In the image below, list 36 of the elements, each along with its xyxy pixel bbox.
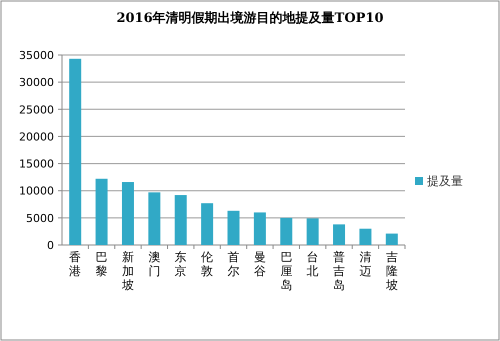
bar — [201, 203, 214, 245]
x-tick-label: 清迈 — [359, 250, 372, 278]
legend-label: 提及量 — [427, 174, 463, 188]
x-tick-label: 巴黎 — [96, 250, 108, 278]
bar — [122, 182, 134, 245]
x-tick-label: 澳门 — [148, 250, 160, 278]
y-tick-label: 20000 — [19, 130, 54, 144]
y-tick-label: 25000 — [19, 103, 54, 116]
y-tick-label: 30000 — [19, 76, 54, 90]
y-tick-label: 15000 — [19, 158, 54, 171]
y-tick-label: 5000 — [26, 212, 54, 225]
y-tick-label: 35000 — [19, 49, 54, 62]
x-tick-label: 香港 — [69, 250, 82, 278]
y-tick-label: 0 — [47, 239, 54, 252]
bar — [96, 178, 108, 245]
x-tick-label: 伦敦 — [201, 250, 214, 278]
bar — [69, 58, 82, 245]
bar — [359, 228, 372, 245]
bar — [386, 234, 398, 245]
chart-title: 2016年清明假期出境游目的地提及量TOP10 — [116, 10, 384, 26]
x-tick-label: 巴厘岛 — [280, 250, 292, 292]
x-tick-label: 首尔 — [228, 250, 240, 278]
x-tick-label: 台北 — [306, 250, 319, 278]
bar — [254, 212, 266, 245]
bar — [228, 210, 240, 245]
x-tick-label: 普吉岛 — [333, 250, 346, 292]
bar — [148, 192, 160, 245]
bar — [280, 218, 292, 245]
x-tick-label: 东京 — [174, 250, 187, 278]
x-tick-label: 新加坡 — [120, 250, 134, 292]
bar — [174, 195, 187, 245]
bar — [333, 224, 346, 245]
y-tick-label: 10000 — [19, 184, 54, 198]
bar — [306, 218, 319, 245]
x-tick-label: 曼谷 — [254, 250, 266, 278]
x-tick-label: 吉隆坡 — [384, 250, 398, 292]
